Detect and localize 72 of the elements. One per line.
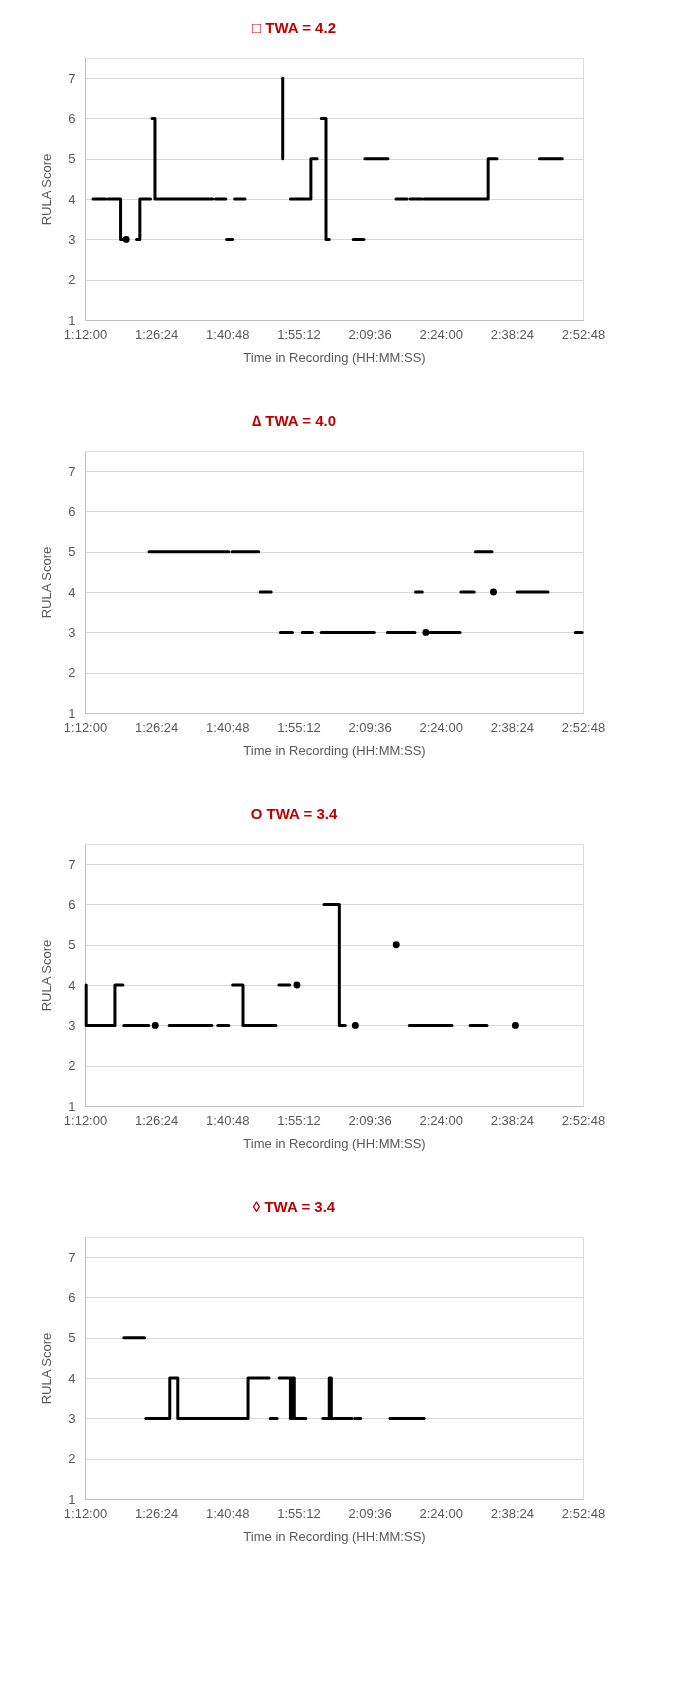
x-tick-label: 1:40:48 (206, 326, 250, 342)
y-tick-label: 4 (68, 977, 76, 993)
y-tick-label: 1 (68, 705, 76, 721)
x-tick-label: 2:38:24 (490, 719, 535, 735)
x-tick-label: 1:12:00 (63, 1505, 108, 1521)
y-tick-label: 6 (68, 503, 76, 519)
x-axis-title: Time in Recording (HH:MM:SS) (243, 1528, 426, 1544)
y-tick-label: 3 (68, 231, 76, 247)
y-tick-label: 1 (68, 1098, 76, 1114)
x-tick-label: 2:52:48 (561, 1505, 606, 1521)
x-tick-label: 1:40:48 (206, 719, 250, 735)
y-tick-label: 4 (68, 191, 76, 207)
x-tick-label: 1:55:12 (277, 326, 321, 342)
y-tick-label: 5 (68, 544, 76, 560)
x-tick-label: 1:26:24 (134, 1505, 179, 1521)
y-tick-label: 7 (68, 1249, 76, 1265)
x-tick-label: 2:52:48 (561, 326, 606, 342)
x-tick-label: 2:38:24 (490, 326, 535, 342)
y-tick-label: 2 (68, 1058, 76, 1074)
x-tick-label: 2:24:00 (419, 719, 463, 735)
y-tick-label: 3 (68, 624, 76, 640)
x-tick-label: 1:26:24 (134, 719, 179, 735)
x-tick-label: 1:12:00 (63, 326, 108, 342)
x-tick-label: 2:24:00 (419, 326, 463, 342)
x-tick-label: 1:40:48 (206, 1505, 250, 1521)
x-axis-title: Time in Recording (HH:MM:SS) (243, 742, 426, 758)
y-tick-label: 2 (68, 665, 76, 681)
y-tick-label: 6 (68, 1289, 76, 1305)
x-tick-label: 2:09:36 (348, 719, 392, 735)
x-tick-label: 2:52:48 (561, 1112, 606, 1128)
chart-title: □ TWA = 4.2 (252, 19, 336, 36)
x-tick-label: 1:55:12 (277, 719, 321, 735)
x-tick-label: 1:26:24 (134, 326, 179, 342)
x-tick-label: 1:55:12 (277, 1505, 321, 1521)
y-tick-label: 1 (68, 1491, 76, 1507)
y-tick-label: 6 (68, 896, 76, 912)
x-tick-label: 2:38:24 (490, 1505, 535, 1521)
x-axis-title: Time in Recording (HH:MM:SS) (243, 349, 426, 365)
y-tick-label: 7 (68, 463, 76, 479)
y-tick-label: 4 (68, 584, 76, 600)
chart-title: ∆ TWA = 4.0 (251, 412, 337, 429)
y-tick-label: 3 (68, 1410, 76, 1426)
x-axis-title: Time in Recording (HH:MM:SS) (243, 1135, 426, 1151)
y-tick-label: 7 (68, 856, 76, 872)
y-tick-label: 7 (68, 70, 76, 86)
y-tick-label: 4 (68, 1370, 76, 1386)
y-axis-title: RULA Score (39, 1332, 55, 1405)
y-tick-label: 6 (68, 110, 76, 126)
y-tick-label: 2 (68, 272, 76, 288)
x-tick-label: 1:12:00 (63, 1112, 108, 1128)
y-tick-label: 1 (68, 312, 76, 328)
x-tick-label: 1:55:12 (277, 1112, 321, 1128)
y-tick-label: 2 (68, 1451, 76, 1467)
x-tick-label: 2:24:00 (419, 1112, 463, 1128)
x-tick-label: 2:09:36 (348, 1505, 392, 1521)
y-tick-label: 5 (68, 1330, 76, 1346)
y-tick-label: 5 (68, 937, 76, 953)
x-tick-label: 2:09:36 (348, 326, 392, 342)
x-tick-label: 1:40:48 (206, 1112, 250, 1128)
chart-title: ◊ TWA = 3.4 (252, 1198, 336, 1215)
x-tick-label: 1:26:24 (134, 1112, 179, 1128)
x-tick-label: 2:38:24 (490, 1112, 535, 1128)
y-axis-title: RULA Score (39, 546, 55, 619)
y-axis-title: RULA Score (39, 939, 55, 1012)
y-axis-title: RULA Score (39, 153, 55, 226)
y-tick-label: 3 (68, 1017, 76, 1033)
x-tick-label: 2:52:48 (561, 719, 606, 735)
x-tick-label: 2:24:00 (419, 1505, 463, 1521)
x-tick-label: 2:09:36 (348, 1112, 392, 1128)
chart-title: O TWA = 3.4 (250, 805, 338, 822)
y-tick-label: 5 (68, 151, 76, 167)
x-tick-label: 1:12:00 (63, 719, 108, 735)
